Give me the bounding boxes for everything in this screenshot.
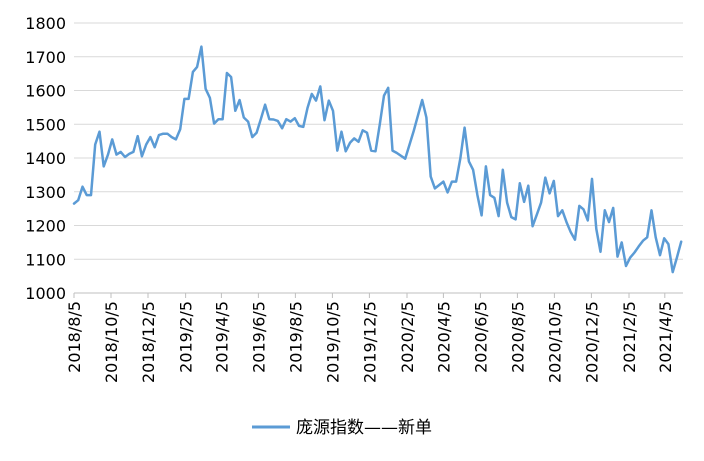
x-tick-label: 2019/6/5: [249, 301, 268, 373]
y-tick-label: 1400: [25, 149, 66, 168]
x-tick-label: 2018/12/5: [139, 301, 158, 383]
y-tick-label: 1200: [25, 217, 66, 236]
x-tick-label: 2019/2/5: [177, 301, 196, 373]
grid-lines: [74, 22, 683, 260]
series-line: [72, 45, 683, 274]
x-tick-labels: 2018/8/5 2018/10/5 2018/12/5 2019/2/5 2019/4…: [65, 301, 675, 383]
x-tick-label: 2021/4/5: [656, 301, 675, 373]
y-tick-label: 1100: [25, 250, 66, 269]
y-tick-label: 1500: [25, 115, 66, 134]
x-tick-label: 2021/2/5: [620, 301, 639, 373]
x-tick-label: 2018/8/5: [65, 301, 84, 373]
axes: [73, 292, 683, 298]
x-tick-label: 2019/12/5: [360, 301, 379, 383]
x-tick-label: 2020/8/5: [508, 301, 527, 373]
legend: 庞源指数——新单: [252, 418, 432, 438]
x-tick-label: 2020/6/5: [471, 301, 490, 373]
x-tick-label: 2020/10/5: [545, 301, 564, 383]
y-tick-label: 1600: [25, 82, 66, 101]
y-tick-label: 1300: [25, 183, 66, 202]
x-tick-label: 2020/12/5: [582, 301, 601, 383]
legend-label: 庞源指数——新单: [296, 418, 432, 438]
series-layer: [72, 45, 683, 274]
y-tick-label: 1000: [25, 284, 66, 303]
x-tick-label: 2020/2/5: [398, 301, 417, 373]
x-tick-label: 2019/8/5: [286, 301, 305, 373]
x-tick-label: 2020/4/5: [434, 301, 453, 373]
x-tick-label: 2018/10/5: [102, 301, 121, 383]
x-tick-label: 2019/10/5: [323, 301, 342, 383]
y-tick-label: 1700: [25, 48, 66, 67]
x-tick-label: 2019/4/5: [212, 301, 231, 373]
y-tick-labels: 1000 1100 1200 1300 1400 1500 1600 1700 1800: [25, 14, 66, 303]
y-tick-label: 1800: [25, 14, 66, 33]
